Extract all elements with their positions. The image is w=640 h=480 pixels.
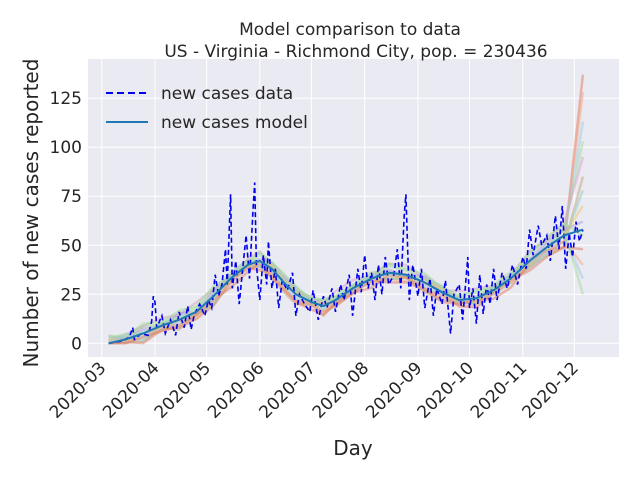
y-tick-label: 100 xyxy=(50,138,82,158)
series-new-cases-data xyxy=(108,182,584,345)
chart-title-line2: US - Virginia - Richmond City, pop. = 23… xyxy=(164,42,547,62)
y-tick-label: 50 xyxy=(60,236,82,256)
legend-model-label: new cases model xyxy=(161,113,308,133)
legend-data-label: new cases data xyxy=(161,84,293,104)
grid xyxy=(88,59,619,357)
x-axis-label: Day xyxy=(333,436,373,460)
y-tick-label: 0 xyxy=(71,334,82,354)
series-new-cases-model xyxy=(108,228,584,345)
y-tick-label: 75 xyxy=(60,187,82,207)
y-tick-label: 25 xyxy=(60,285,82,305)
y-tick-label: 125 xyxy=(50,89,82,109)
series-layer xyxy=(108,182,584,345)
chart-title-line1: Model comparison to data xyxy=(239,20,461,40)
y-axis-label: Number of new cases reported xyxy=(19,59,43,368)
legend: new cases data new cases model xyxy=(106,84,308,133)
